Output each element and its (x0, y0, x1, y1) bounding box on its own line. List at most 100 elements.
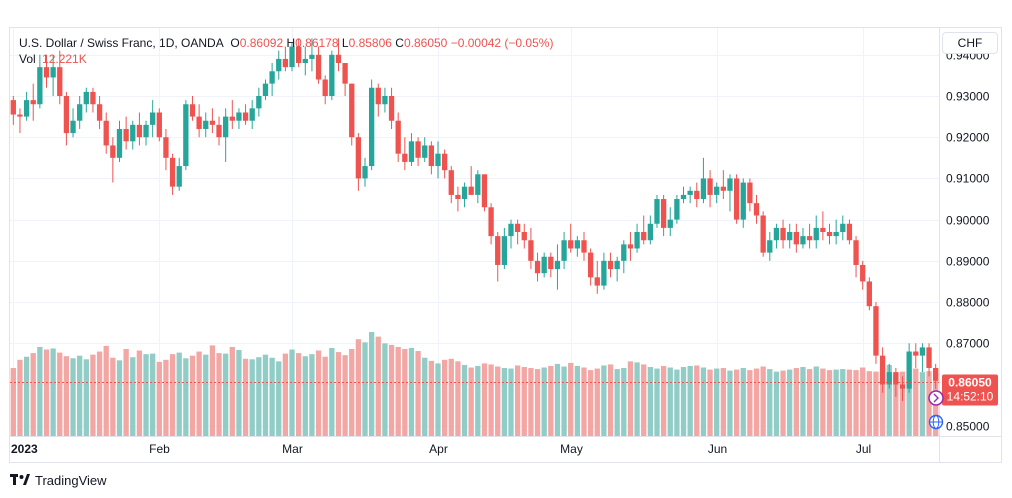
volume-bar (886, 364, 892, 436)
volume-bar (10, 368, 16, 436)
volume-bar (329, 347, 335, 436)
candle-body (740, 182, 746, 220)
volume-bar (455, 361, 461, 436)
volume-bar (355, 339, 362, 436)
volume-bar (130, 357, 136, 436)
volume-bar (77, 355, 83, 436)
volume-bar (441, 359, 448, 436)
candle-body (826, 232, 833, 237)
currency-button[interactable]: CHF (942, 32, 998, 54)
price-tick-label: 0.87000 (946, 337, 990, 351)
candle-body (840, 223, 846, 232)
volume-bar (481, 363, 488, 436)
volume-bar (461, 364, 468, 436)
candle-body (873, 306, 879, 356)
price-tick-label: 0.91000 (946, 172, 990, 186)
symbol-title[interactable]: U.S. Dollar / Swiss Franc, 1D, OANDA (19, 36, 224, 50)
candle-body (647, 223, 653, 241)
candle-body (760, 215, 766, 253)
volume-bar (587, 370, 594, 436)
volume-bar (428, 360, 435, 436)
candle-body (150, 112, 156, 125)
volume-bar (767, 369, 773, 436)
tradingview-brand[interactable]: TradingView (10, 471, 107, 489)
candle-body (660, 199, 667, 228)
volume-bar (568, 362, 574, 436)
volume-bar (641, 364, 647, 436)
volume-bar (667, 367, 673, 436)
candle-body (30, 100, 36, 105)
volume-bar (150, 353, 156, 436)
volume-bar (349, 348, 355, 436)
candle-body (355, 137, 362, 179)
candle-body (368, 87, 375, 167)
candle-body (402, 153, 408, 162)
candle-body (196, 116, 202, 129)
candle-body (488, 207, 494, 237)
volume-bar (123, 348, 129, 436)
globe-icon[interactable] (928, 414, 944, 430)
candle-body (143, 124, 149, 138)
reset-icon[interactable] (928, 390, 944, 406)
candle-body (913, 351, 919, 356)
volume-bar (475, 365, 481, 436)
candle-body (130, 124, 136, 142)
volume-bar (780, 370, 786, 436)
candle-body (203, 120, 209, 129)
candle-body (276, 58, 282, 72)
candle-body (893, 372, 899, 385)
candle-body (919, 347, 926, 356)
candle-body (747, 182, 753, 204)
candle-body (156, 112, 162, 138)
volume-bar (654, 368, 660, 436)
candle-body (933, 368, 939, 381)
candle-body (262, 83, 269, 96)
volume-bar (793, 368, 799, 436)
volume-bar (501, 368, 508, 436)
volume-bar (415, 351, 421, 436)
candle-body (899, 384, 906, 389)
volume-bar (163, 359, 169, 436)
candle-body (103, 120, 109, 146)
candle-body (481, 174, 488, 208)
countdown-text: 14:52:10 (947, 390, 994, 404)
time-tick-label: 2023 (11, 442, 38, 456)
volume-bar (435, 363, 441, 436)
volume-bar (375, 336, 381, 436)
volume-bar (581, 367, 587, 436)
time-axis[interactable]: 2023 Feb Mar Apr May Jun Jul (11, 442, 871, 456)
volume-bar (269, 357, 275, 436)
volume-bar (733, 369, 740, 436)
candle-body (57, 67, 63, 96)
candle-body (601, 260, 607, 286)
volume-bar (488, 364, 494, 436)
volume-bar (83, 359, 89, 436)
volume-bar (919, 372, 926, 436)
volume-bar (853, 370, 859, 436)
volume-bar (262, 354, 269, 436)
candle-body (621, 244, 627, 261)
volume-bar (395, 346, 401, 436)
volume-bar (209, 345, 216, 436)
volume-bar (700, 367, 707, 436)
candle-body (501, 236, 508, 265)
candle-body (495, 236, 501, 265)
candle-body (508, 223, 514, 237)
volume-bar (70, 358, 76, 436)
volume-bar (601, 365, 607, 436)
price-tick-label: 0.90000 (946, 214, 990, 228)
candle-body (408, 141, 415, 162)
candle-body (309, 54, 315, 59)
candle-body (787, 232, 793, 241)
volume-bar (561, 366, 567, 436)
time-tick-label: Mar (282, 442, 303, 456)
volume-bar (906, 370, 912, 436)
candle-body (568, 240, 574, 249)
volume-bar (110, 357, 116, 436)
change-value: −0.00042 (−0.05%) (450, 36, 554, 50)
candle-body (37, 67, 43, 105)
candle-body (627, 244, 634, 249)
volume-bar (315, 350, 322, 436)
volume-bar (176, 352, 182, 436)
